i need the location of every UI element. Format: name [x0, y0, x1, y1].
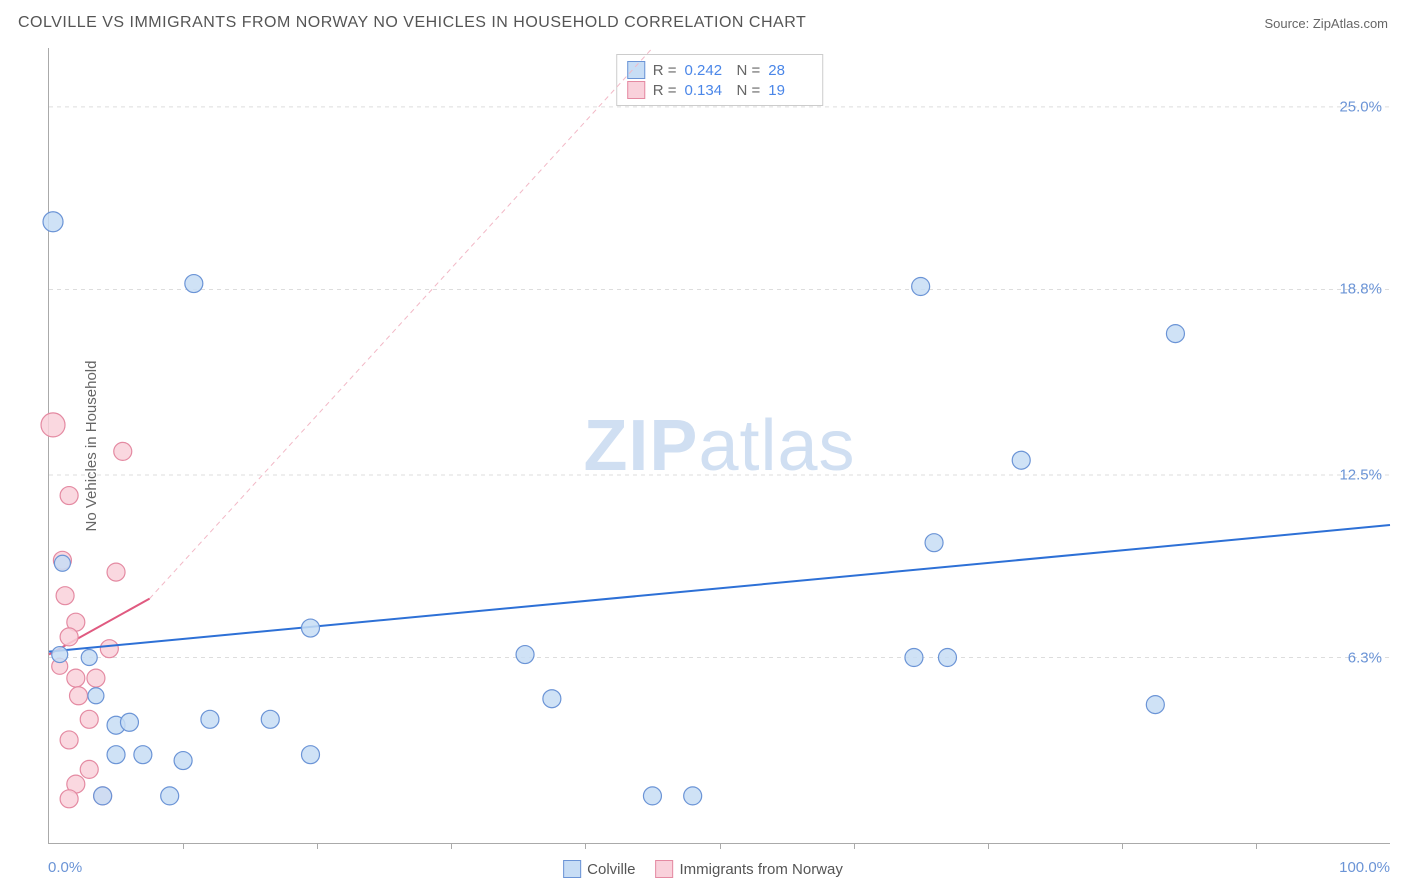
x-tick: [720, 843, 721, 849]
y-tick-label: 6.3%: [1348, 649, 1382, 666]
legend-swatch-colville: [563, 860, 581, 878]
x-tick: [451, 843, 452, 849]
x-tick: [1122, 843, 1123, 849]
x-tick: [1256, 843, 1257, 849]
legend-label-norway: Immigrants from Norway: [680, 861, 843, 878]
legend-label-colville: Colville: [587, 861, 635, 878]
legend-swatch-norway: [656, 860, 674, 878]
legend-item-norway: Immigrants from Norway: [656, 860, 843, 878]
x-tick: [988, 843, 989, 849]
chart-plot-area: ZIPatlas R = 0.242 N = 28 R = 0.134 N = …: [48, 48, 1390, 844]
chart-source: Source: ZipAtlas.com: [1264, 16, 1388, 31]
scatter-svg: [49, 48, 1390, 843]
chart-header: COLVILLE VS IMMIGRANTS FROM NORWAY NO VE…: [0, 0, 1406, 40]
bottom-legend: Colville Immigrants from Norway: [563, 860, 843, 878]
y-tick-label: 25.0%: [1339, 98, 1382, 115]
chart-title: COLVILLE VS IMMIGRANTS FROM NORWAY NO VE…: [18, 14, 806, 32]
x-tick: [854, 843, 855, 849]
x-tick: [183, 843, 184, 849]
y-tick-label: 18.8%: [1339, 281, 1382, 298]
legend-item-colville: Colville: [563, 860, 635, 878]
x-tick: [317, 843, 318, 849]
x-axis-min-label: 0.0%: [48, 859, 82, 876]
x-tick: [585, 843, 586, 849]
y-tick-label: 12.5%: [1339, 466, 1382, 483]
x-axis-max-label: 100.0%: [1339, 859, 1390, 876]
